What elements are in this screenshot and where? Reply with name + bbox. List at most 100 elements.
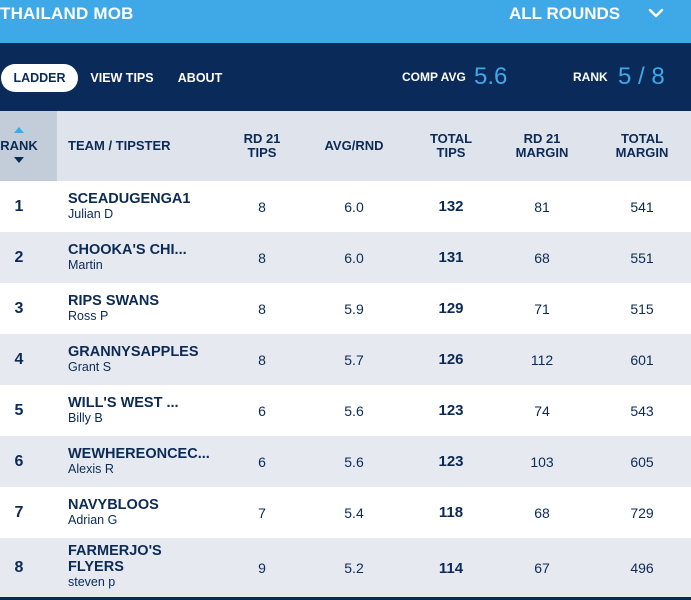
tipster-name: Alexis R [68, 462, 114, 476]
team-cell[interactable]: RIPS SWANS Ross P [68, 293, 159, 324]
rank-cell: 7 [14, 503, 24, 521]
rd-margin-cell: 74 [534, 402, 550, 419]
team-name[interactable]: RIPS SWANS [68, 293, 160, 309]
avg-cell: 5.4 [344, 504, 364, 521]
rd-tips-cell: 9 [258, 560, 266, 576]
avg-cell: 5.2 [344, 560, 364, 576]
rd-tips-cell: 8 [258, 249, 266, 266]
rd-tips-cell: 7 [258, 504, 266, 521]
rd-tips-cell: 8 [258, 351, 266, 368]
rounds-dropdown[interactable]: ALL ROUNDS [509, 4, 621, 23]
total-margin-header-line1: TOTAL [620, 131, 664, 146]
total-margin-cell: 729 [630, 504, 654, 521]
avg-header[interactable]: AVG/RND [324, 138, 384, 153]
avg-cell: 5.6 [344, 402, 364, 419]
total-tips-header[interactable]: TOTAL TIPS [421, 132, 481, 160]
table-row[interactable]: 3 RIPS SWANS Ross P 8 5.9 129 71 515 [0, 283, 691, 334]
table-row[interactable]: 6 WEWHEREONCEC... Alexis R 6 5.6 123 103… [0, 436, 691, 487]
rank-label: RANK [573, 70, 608, 84]
sort-down-icon [14, 157, 24, 163]
tipster-name: Billy B [68, 411, 103, 425]
avg-cell: 6.0 [344, 249, 364, 266]
rd-margin-cell: 103 [530, 453, 554, 470]
tipster-name: Grant S [68, 360, 112, 374]
total-tips-cell: 131 [438, 249, 464, 266]
tab-about[interactable]: ABOUT [177, 71, 223, 85]
table-header: RANK TEAM / TIPSTER RD 21 TIPS AVG/RND T… [0, 111, 691, 181]
team-name[interactable]: CHOOKA'S CHI... [68, 242, 187, 258]
rd-margin-header-line2: MARGIN [515, 145, 569, 160]
team-cell[interactable]: FARMERJO'S FLYERS steven p [68, 543, 162, 590]
rank-cell: 5 [14, 401, 24, 419]
total-margin-header-line2: MARGIN [615, 145, 669, 160]
total-margin-header[interactable]: TOTAL MARGIN [607, 132, 677, 160]
rank-header: RANK [0, 138, 38, 153]
tab-ladder[interactable]: LADDER [1, 64, 78, 92]
avg-cell: 5.6 [344, 453, 364, 470]
rd-margin-cell: 67 [534, 560, 550, 576]
team-name[interactable]: SCEADUGENGA1 [68, 191, 191, 207]
team-cell[interactable]: CHOOKA'S CHI... Martin [68, 242, 187, 273]
team-name[interactable]: GRANNYSAPPLES [68, 344, 199, 360]
nav-bar: LADDER VIEW TIPS ABOUT COMP AVG 5.6 RANK… [0, 43, 691, 111]
total-margin-cell: 605 [630, 453, 654, 470]
tab-view-tips[interactable]: VIEW TIPS [90, 71, 154, 85]
total-tips-cell: 123 [438, 453, 464, 470]
rank-cell: 4 [14, 350, 24, 368]
rd-tips-header[interactable]: RD 21 TIPS [232, 132, 292, 160]
team-name[interactable]: NAVYBLOOS [68, 497, 159, 513]
tipster-name: steven p [68, 575, 116, 589]
team-cell[interactable]: NAVYBLOOS Adrian G [68, 497, 159, 528]
rd-margin-header[interactable]: RD 21 MARGIN [507, 132, 577, 160]
rank-value: 5 / 8 [618, 63, 665, 90]
table-row[interactable]: 7 NAVYBLOOS Adrian G 7 5.4 118 68 729 [0, 487, 691, 538]
team-name[interactable]: WEWHEREONCEC... [68, 446, 210, 462]
team-cell[interactable]: WILL'S WEST ... Billy B [68, 395, 179, 426]
total-tips-header-line2: TIPS [436, 145, 466, 160]
table-row[interactable]: 5 WILL'S WEST ... Billy B 6 5.6 123 74 5… [0, 385, 691, 436]
total-tips-header-line1: TOTAL [429, 131, 473, 146]
rank-cell: 3 [14, 299, 24, 317]
rd-tips-cell: 6 [258, 402, 266, 419]
team-cell[interactable]: WEWHEREONCEC... Alexis R [68, 446, 210, 477]
comp-avg-label: COMP AVG [402, 70, 466, 84]
tipster-name: Adrian G [68, 513, 118, 527]
rd-tips-cell: 6 [258, 453, 266, 470]
table-row[interactable]: 1 SCEADUGENGA1 Julian D 8 6.0 132 81 541 [0, 181, 691, 232]
tipster-name: Julian D [68, 207, 114, 221]
rank-cell: 1 [14, 197, 24, 215]
team-header[interactable]: TEAM / TIPSTER [68, 138, 171, 153]
tipster-name: Martin [68, 258, 103, 272]
rd-margin-cell: 68 [534, 249, 550, 266]
table-row[interactable]: 8 FARMERJO'S FLYERS steven p 9 5.2 114 6… [0, 538, 691, 598]
table-row[interactable]: 2 CHOOKA'S CHI... Martin 8 6.0 131 68 55… [0, 232, 691, 283]
rank-cell: 8 [14, 559, 24, 576]
total-margin-cell: 551 [630, 249, 654, 266]
bottom-divider [0, 597, 691, 600]
total-tips-cell: 114 [438, 559, 464, 577]
avg-cell: 5.7 [344, 351, 364, 368]
team-name[interactable]: WILL'S WEST ... [68, 395, 179, 411]
rd-margin-header-line1: RD 21 [523, 131, 561, 146]
team-name-line1[interactable]: FARMERJO'S [68, 543, 162, 559]
total-margin-cell: 496 [630, 560, 654, 576]
table-row[interactable]: 4 GRANNYSAPPLES Grant S 8 5.7 126 112 60… [0, 334, 691, 385]
avg-cell: 6.0 [344, 198, 364, 215]
chevron-down-icon[interactable] [646, 3, 666, 23]
total-tips-cell: 126 [438, 351, 464, 368]
total-margin-cell: 515 [630, 300, 654, 317]
team-cell[interactable]: GRANNYSAPPLES Grant S [68, 344, 199, 375]
total-tips-cell: 132 [438, 198, 464, 215]
team-cell[interactable]: SCEADUGENGA1 Julian D [68, 191, 190, 222]
total-tips-cell: 118 [438, 504, 464, 521]
sort-up-icon [14, 127, 24, 133]
rd-margin-cell: 71 [534, 300, 550, 317]
comp-avg-value: 5.6 [474, 63, 508, 90]
total-margin-cell: 601 [630, 351, 654, 368]
rd-margin-cell: 112 [530, 351, 554, 368]
rank-header-cell[interactable]: RANK [0, 111, 57, 181]
team-name-line2[interactable]: FLYERS [68, 559, 124, 575]
rd-tips-cell: 8 [258, 300, 266, 317]
rd-margin-cell: 81 [534, 198, 550, 215]
total-tips-cell: 123 [438, 402, 464, 419]
